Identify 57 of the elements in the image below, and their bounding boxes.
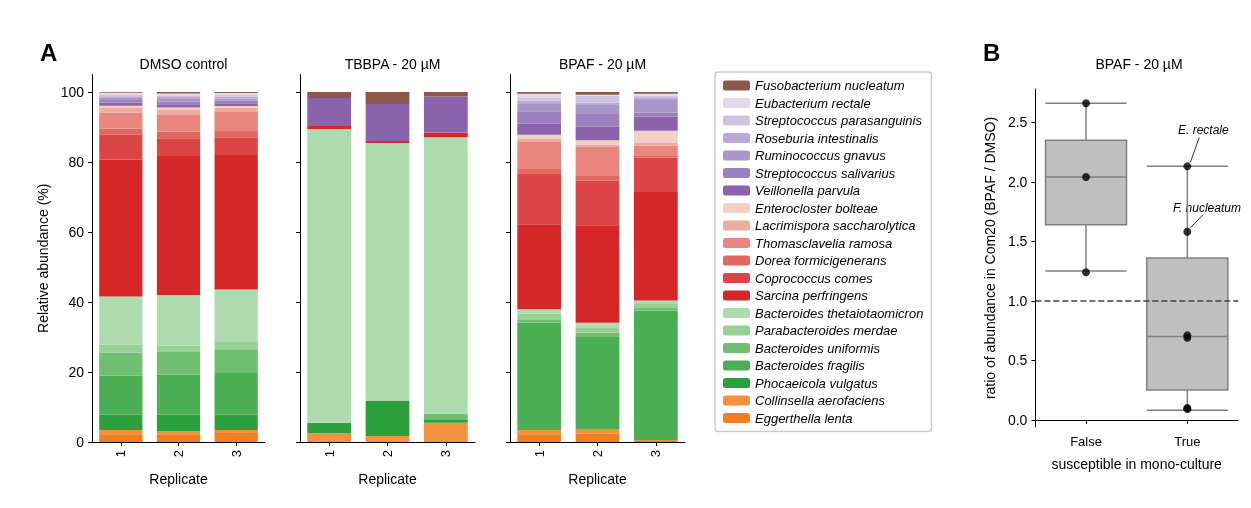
legend-label: Fusobacterium nucleatum bbox=[755, 78, 905, 93]
legend-label: Parabacteroides merdae bbox=[755, 323, 898, 338]
y-axis-title: ratio of abundance in Com20 (BPAF / DMSO) bbox=[982, 116, 998, 400]
x-tick-label: True bbox=[1174, 434, 1201, 449]
legend-label: Coprococcus comes bbox=[755, 270, 874, 286]
legend-label: Lacrimispora saccharolytica bbox=[755, 218, 916, 233]
x-axis-title: susceptible in mono-culture bbox=[1051, 456, 1223, 472]
annotation: E. rectale bbox=[1177, 123, 1229, 138]
legend-label: Ruminococcus gnavus bbox=[755, 148, 887, 163]
y-tick-label: 80 bbox=[68, 154, 85, 170]
x-tick-label: 3 bbox=[438, 450, 454, 458]
legend-label: Streptococcus salivarius bbox=[755, 165, 896, 181]
x-tick-label: 1 bbox=[113, 450, 129, 458]
y-tick-label: 2.5 bbox=[1007, 114, 1028, 131]
legend-label: Eubacterium rectale bbox=[755, 95, 871, 111]
y-tick-label: 0.0 bbox=[1007, 411, 1028, 428]
text: A bbox=[40, 38, 58, 66]
legend-label: Phocaeicola vulgatus bbox=[755, 375, 879, 391]
x-tick-label: 2 bbox=[590, 450, 605, 458]
legend-label: Roseburia intestinalis bbox=[755, 130, 880, 146]
y-tick-label: 40 bbox=[68, 294, 85, 310]
legend-label: Dorea formicigenerans bbox=[755, 253, 887, 268]
legend-label: Collinsella aerofaciens bbox=[755, 393, 886, 408]
annotation: F. nucleatum bbox=[1173, 200, 1241, 215]
x-tick-label: False bbox=[1070, 434, 1102, 449]
x-tick-label: 2 bbox=[380, 450, 395, 458]
x-tick-label: 3 bbox=[228, 450, 244, 458]
chart-title: TBBPA - 20 µM bbox=[344, 56, 441, 72]
legend-label: Enterocloster bolteae bbox=[755, 200, 878, 216]
x-tick-label: 2 bbox=[171, 450, 186, 458]
x-tick-label: 3 bbox=[648, 450, 664, 458]
y-tick-label: 1.5 bbox=[1007, 233, 1028, 250]
legend-label: Bacteroides uniformis bbox=[755, 340, 881, 356]
y-tick-label: 2.0 bbox=[1007, 173, 1028, 190]
y-tick-label: 0.5 bbox=[1007, 352, 1028, 369]
x-axis-title: Replicate bbox=[149, 471, 208, 487]
chart-title: BPAF - 20 µM bbox=[558, 56, 647, 72]
text: B bbox=[983, 38, 1001, 66]
chart-title: DMSO control bbox=[139, 56, 228, 72]
legend-label: Sarcina perfringens bbox=[755, 288, 869, 303]
y-tick-label: 20 bbox=[68, 364, 85, 380]
x-tick-label: 1 bbox=[321, 450, 337, 458]
x-axis-title: Replicate bbox=[358, 471, 417, 487]
y-tick-label: 0 bbox=[76, 434, 85, 450]
legend-label: Thomasclavelia ramosa bbox=[755, 235, 893, 251]
legend-label: Streptococcus parasanguinis bbox=[755, 113, 923, 128]
legend-label: Eggerthella lenta bbox=[755, 410, 853, 426]
legend-label: Veillonella parvula bbox=[755, 183, 861, 198]
legend-label: Bacteroides fragilis bbox=[755, 358, 866, 373]
chart-title: BPAF - 20 µM bbox=[1095, 56, 1183, 72]
legend-label: Bacteroides thetaiotaomicron bbox=[755, 305, 924, 321]
y-axis-title: Relative abundance (%) bbox=[34, 183, 51, 333]
y-tick-label: 1.0 bbox=[1007, 292, 1028, 309]
x-tick-label: 1 bbox=[531, 450, 547, 458]
y-tick-label: 60 bbox=[68, 224, 85, 240]
y-tick-label: 100 bbox=[60, 84, 85, 100]
x-axis-title: Replicate bbox=[568, 471, 627, 487]
